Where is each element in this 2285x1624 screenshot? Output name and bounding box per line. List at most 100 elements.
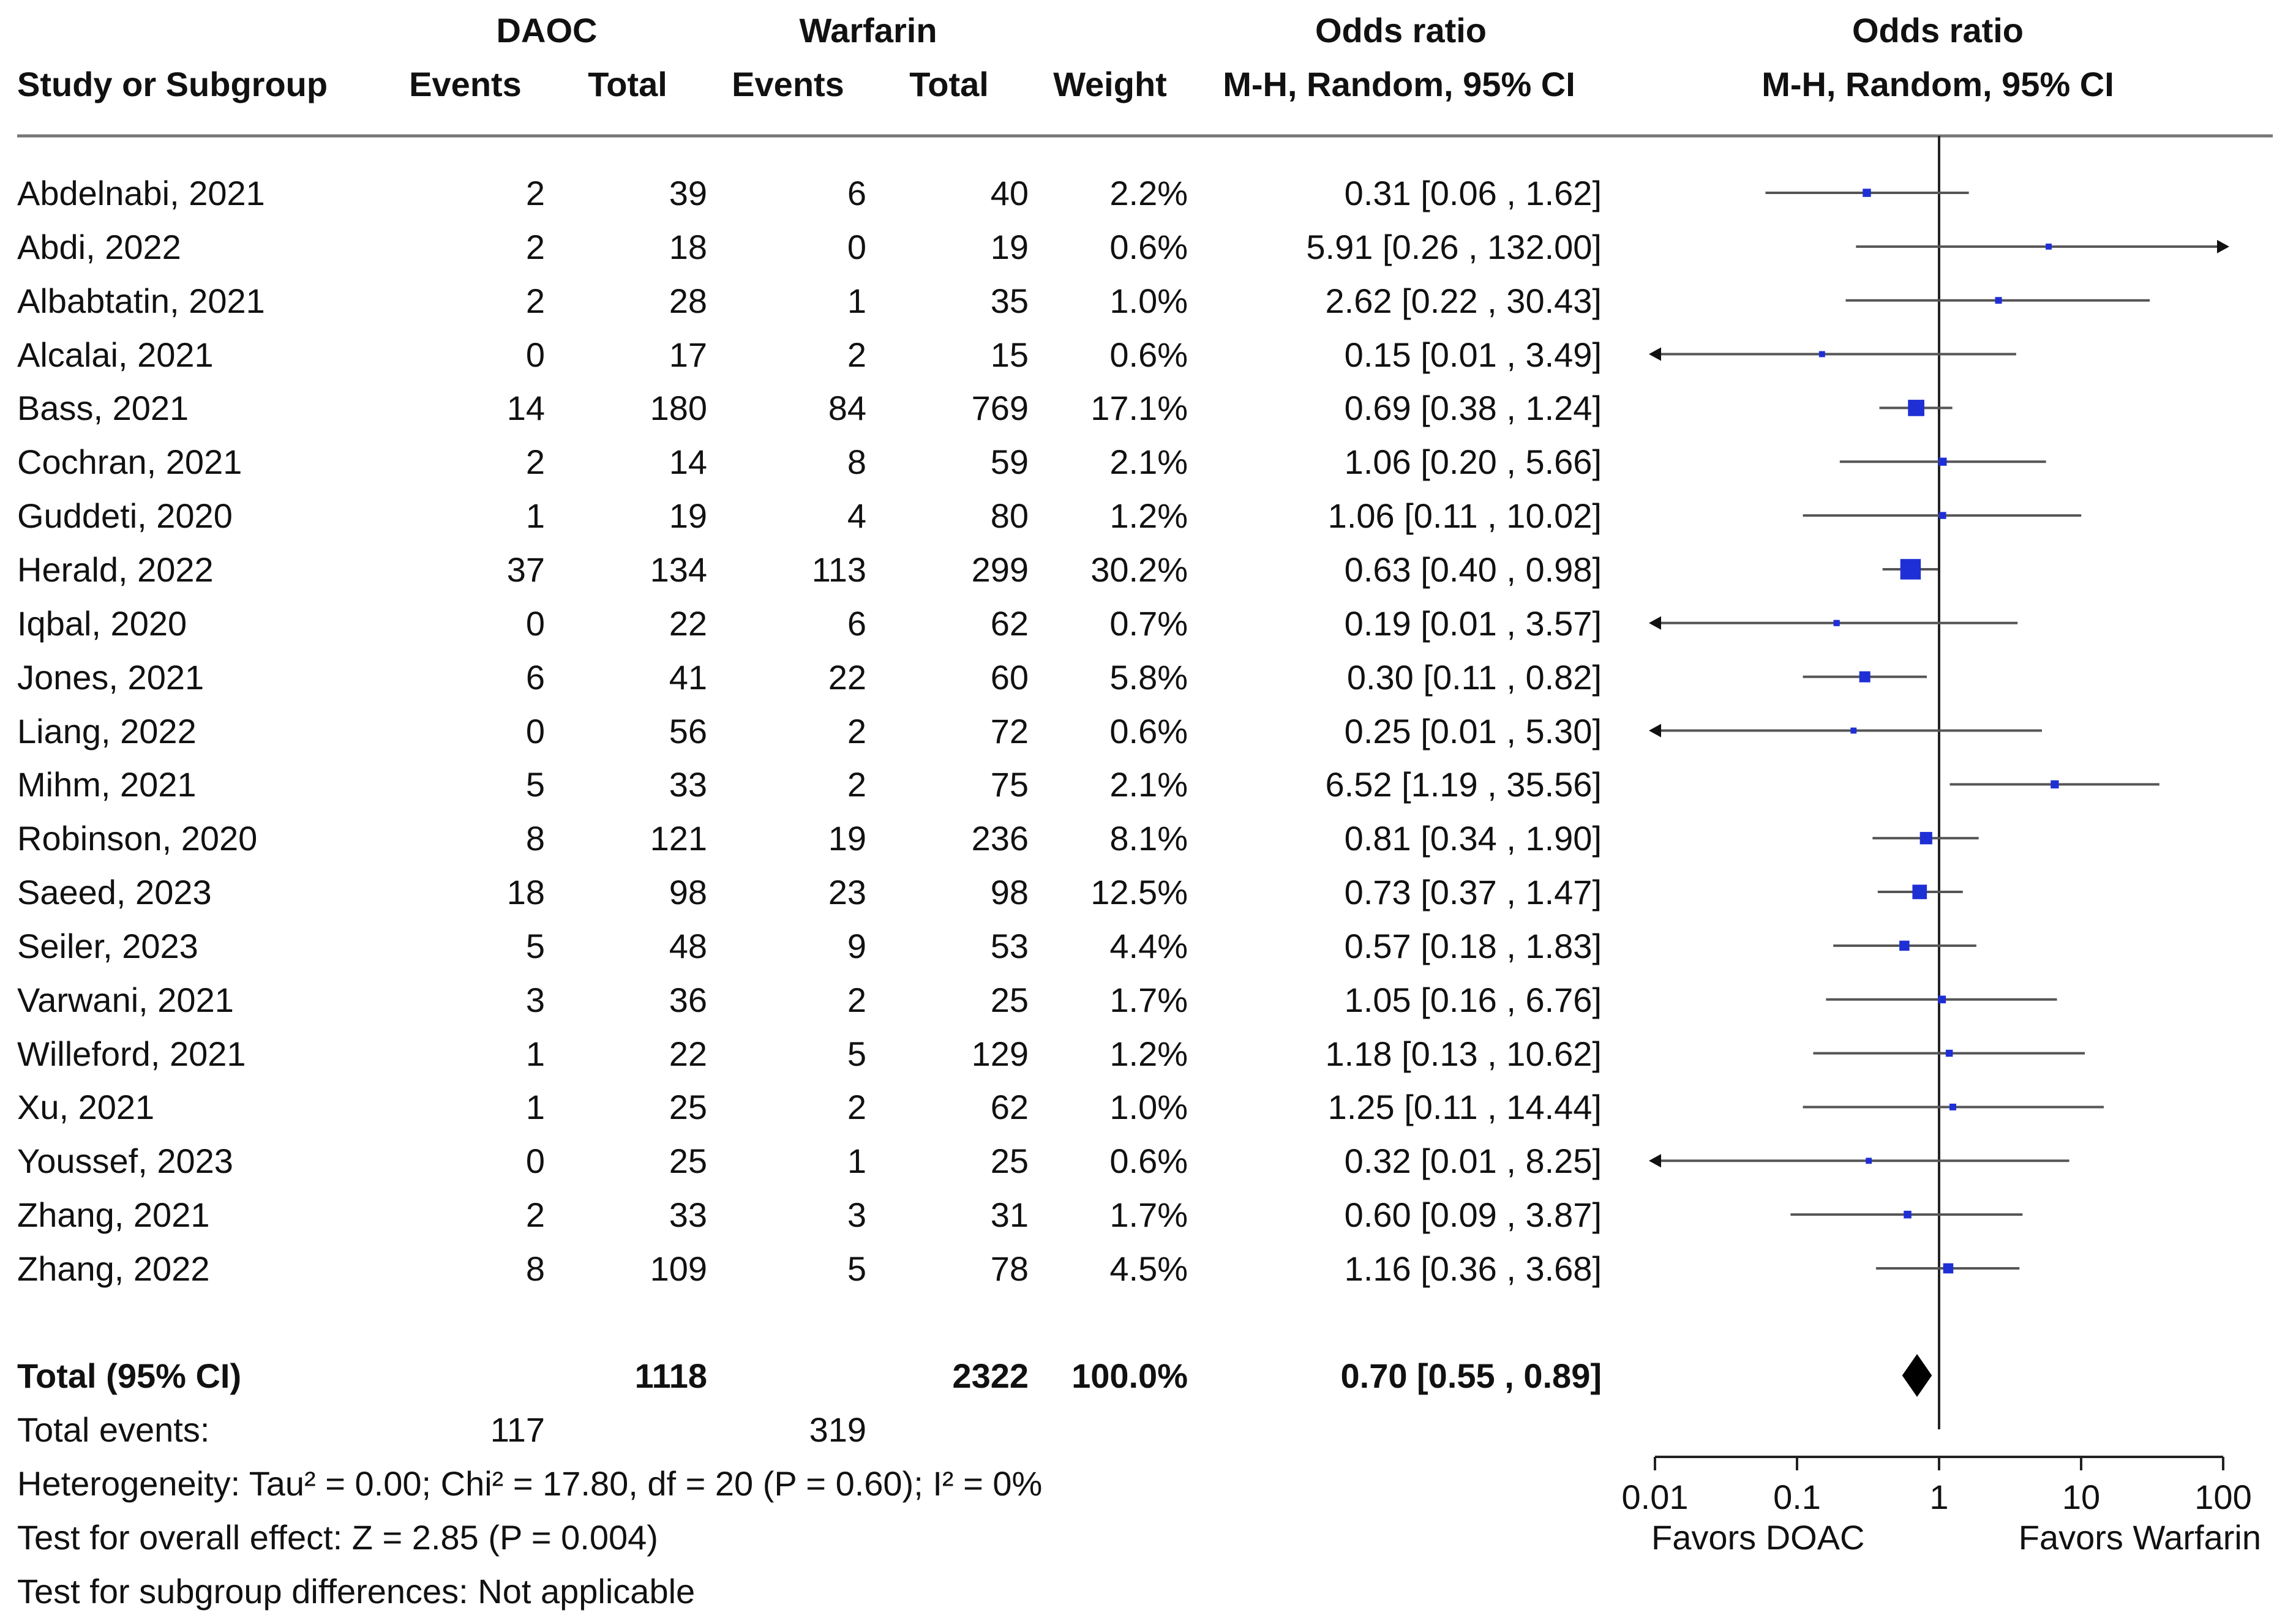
study-marker (1912, 885, 1927, 899)
study-name: Guddeti, 2020 (17, 496, 233, 536)
weight: 2.2% (1109, 174, 1188, 212)
total-daoc: 33 (669, 765, 707, 804)
ci-arrow-left (1649, 347, 1661, 361)
total-daoc: 56 (669, 711, 707, 750)
ci-text: 5.91 [0.26 , 132.00] (1306, 227, 1602, 266)
weight: 1.7% (1109, 1196, 1188, 1235)
total-warfarin: 35 (990, 281, 1029, 320)
ci-text: 0.69 [0.38 , 1.24] (1344, 389, 1602, 428)
ci-text: 0.25 [0.01 , 5.30] (1344, 711, 1602, 750)
total-events-daoc: 117 (490, 1410, 545, 1449)
header-plot-odds-ratio: Odds ratio (1852, 11, 2024, 50)
total-warfarin: 129 (971, 1034, 1029, 1073)
total-daoc: 18 (669, 227, 707, 266)
study-marker (2050, 780, 2059, 788)
weight: 1.7% (1109, 980, 1188, 1019)
events-warfarin: 113 (811, 550, 866, 589)
heterogeneity-text: Heterogeneity: Tau² = 0.00; Chi² = 17.80… (17, 1464, 1043, 1503)
total-weight: 100.0% (1071, 1356, 1188, 1395)
study-marker (1995, 297, 2002, 304)
study-marker (1818, 351, 1825, 357)
events-daoc: 0 (525, 1142, 545, 1181)
study-marker (1938, 995, 1946, 1004)
study-name: Cochran, 2021 (17, 443, 242, 482)
study-name: Zhang, 2022 (17, 1249, 210, 1288)
study-marker (1938, 457, 1947, 466)
events-warfarin: 8 (847, 443, 866, 482)
total-diamond (1902, 1354, 1932, 1397)
total-daoc: 41 (669, 657, 707, 697)
header-method: M-H, Random, 95% CI (1223, 65, 1575, 103)
total-warfarin: 59 (990, 443, 1029, 482)
events-warfarin: 2 (847, 335, 866, 374)
total-daoc: 109 (650, 1249, 707, 1288)
total-daoc: 121 (650, 819, 707, 858)
weight: 0.7% (1109, 604, 1188, 643)
total-ci: 0.70 [0.55 , 0.89] (1340, 1356, 1602, 1395)
total-daoc: 98 (669, 873, 707, 912)
ci-text: 1.18 [0.13 , 10.62] (1325, 1034, 1602, 1073)
events-warfarin: 2 (847, 765, 866, 804)
events-warfarin: 3 (847, 1196, 866, 1235)
ci-text: 0.19 [0.01 , 3.57] (1344, 604, 1602, 643)
study-marker (1833, 619, 1840, 626)
events-warfarin: 6 (847, 604, 866, 643)
weight: 4.5% (1109, 1249, 1188, 1288)
header-odds-ratio: Odds ratio (1315, 11, 1487, 50)
header-events-daoc: Events (409, 65, 522, 103)
header-weight: Weight (1053, 65, 1167, 103)
total-warfarin: 72 (990, 711, 1029, 750)
total-daoc: 134 (650, 550, 707, 589)
total-daoc: 28 (669, 281, 707, 320)
study-marker (1945, 1049, 1953, 1057)
favors-left-label: Favors DOAC (1651, 1518, 1865, 1557)
ci-arrow-left (1649, 724, 1661, 738)
ci-text: 0.32 [0.01 , 8.25] (1344, 1142, 1602, 1181)
weight: 2.1% (1109, 443, 1188, 482)
total-daoc: 22 (669, 1034, 707, 1073)
study-marker (1908, 400, 1924, 416)
header-events-warfarin: Events (732, 65, 844, 103)
weight: 4.4% (1109, 926, 1188, 965)
tick-label: 0.1 (1773, 1478, 1821, 1516)
total-daoc: 17 (669, 335, 707, 374)
total-daoc: 25 (669, 1142, 707, 1181)
weight: 30.2% (1090, 550, 1188, 589)
total-warfarin: 78 (990, 1249, 1029, 1288)
events-warfarin: 6 (847, 174, 866, 212)
favors-right-label: Favors Warfarin (2018, 1518, 2261, 1557)
total-warfarin: 25 (990, 980, 1029, 1019)
weight: 12.5% (1090, 873, 1188, 912)
header-total-daoc: Total (588, 65, 667, 103)
study-marker (2046, 243, 2052, 250)
study-marker (1899, 940, 1910, 951)
total-daoc: 48 (669, 926, 707, 965)
total-daoc: 19 (669, 496, 707, 536)
study-marker (1949, 1103, 1956, 1110)
weight: 0.6% (1109, 711, 1188, 750)
events-daoc: 8 (525, 1249, 545, 1288)
header-total-warfarin: Total (909, 65, 989, 103)
weight: 1.2% (1109, 496, 1188, 536)
subgroup-text: Test for subgroup differences: Not appli… (17, 1572, 696, 1611)
total-daoc: 180 (650, 389, 707, 428)
study-name: Saeed, 2023 (17, 873, 212, 912)
ci-text: 0.57 [0.18 , 1.83] (1344, 926, 1602, 965)
study-name: Abdi, 2022 (17, 227, 181, 266)
events-daoc: 14 (506, 389, 545, 428)
total-daoc: 39 (669, 174, 707, 212)
events-warfarin: 2 (847, 711, 866, 750)
weight: 2.1% (1109, 765, 1188, 804)
ci-text: 6.52 [1.19 , 35.56] (1325, 765, 1602, 804)
events-warfarin: 9 (847, 926, 866, 965)
ci-text: 0.73 [0.37 , 1.47] (1344, 873, 1602, 912)
events-warfarin: 4 (847, 496, 866, 536)
events-warfarin: 5 (847, 1034, 866, 1073)
overall-effect-text: Test for overall effect: Z = 2.85 (P = 0… (17, 1518, 658, 1557)
study-name: Albabtatin, 2021 (17, 281, 265, 320)
study-marker (1900, 559, 1921, 580)
total-warfarin: 80 (990, 496, 1029, 536)
study-name: Varwani, 2021 (17, 980, 234, 1019)
events-daoc: 2 (525, 174, 545, 212)
